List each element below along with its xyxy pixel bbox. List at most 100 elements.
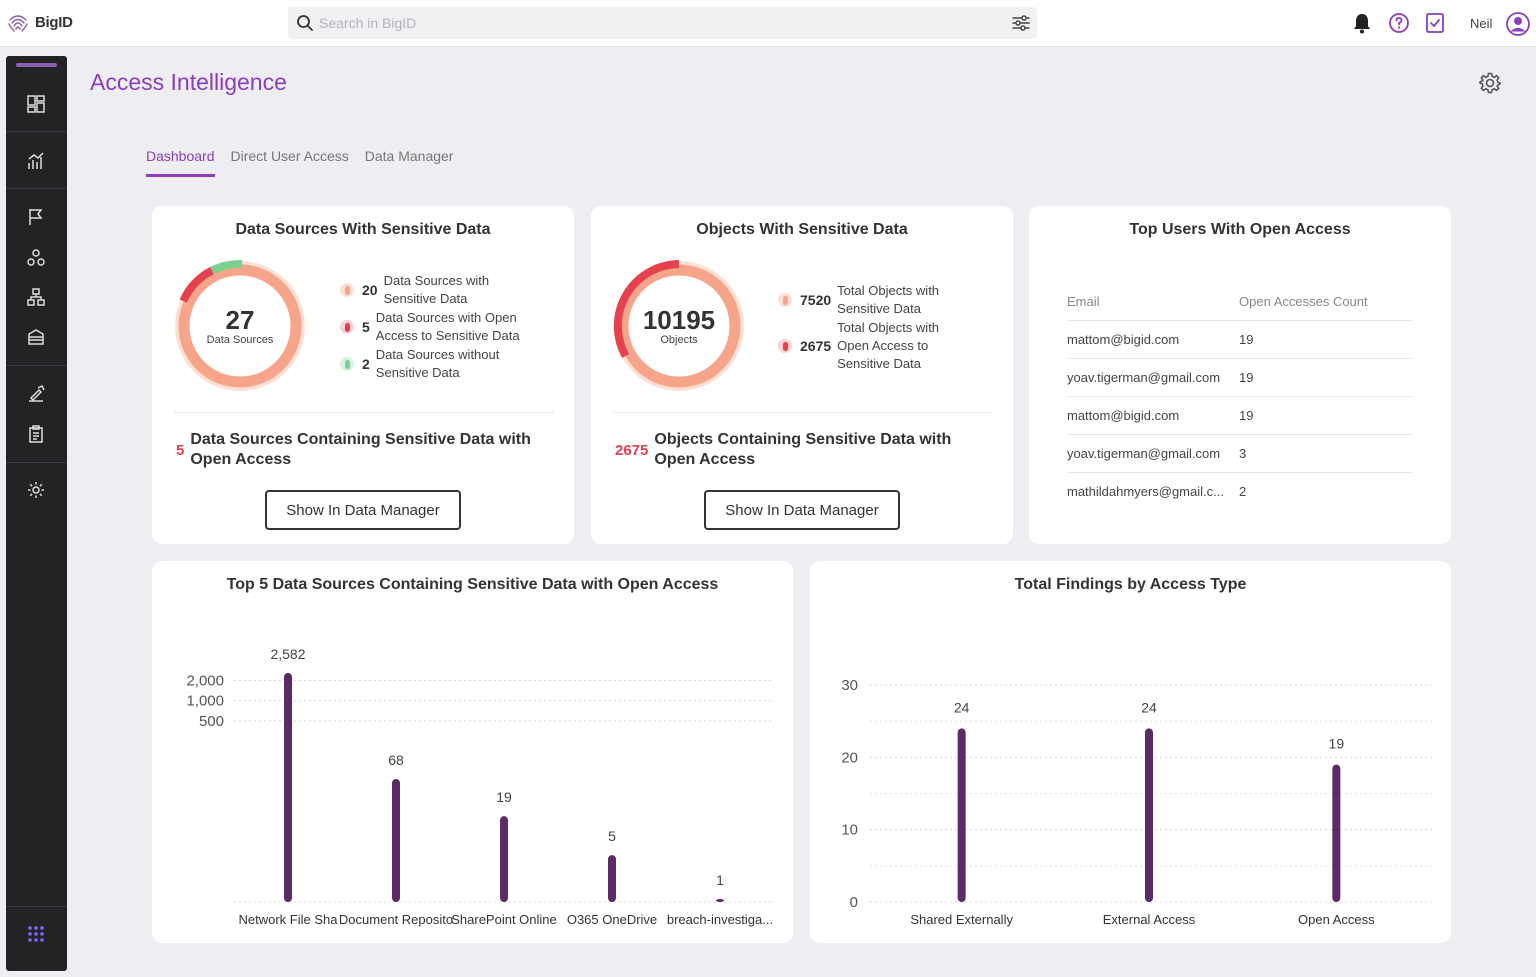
settings-icon [28, 482, 44, 498]
dashboard-icon [27, 95, 45, 113]
card-title: Objects With Sensitive Data [696, 221, 908, 238]
summary-value: 2675 [615, 441, 649, 459]
y-tick-label: 0 [850, 894, 858, 911]
fingerprint-logo-icon [8, 15, 28, 32]
objects-donut: 10195 Objects [611, 258, 747, 394]
show-in-data-manager-button[interactable]: Show In Data Manager [704, 490, 900, 530]
chart-title: Top 5 Data Sources Containing Sensitive … [226, 576, 719, 593]
top-users-card: Top Users With Open Access Email Open Ac… [1029, 206, 1451, 544]
findings-chart-card: Total Findings by Access Type 0 10 20 30 24 S… [810, 561, 1451, 943]
bar [392, 779, 400, 902]
y-tick-label: 500 [199, 713, 224, 730]
legend-swatch [340, 357, 354, 371]
x-tick-label: breach-investiga... [667, 912, 773, 927]
y-tick-label: 10 [841, 822, 858, 839]
y-tick-label: 20 [841, 749, 858, 766]
legend-swatch [778, 339, 792, 353]
bar [500, 816, 508, 902]
tab-direct-user-access[interactable]: Direct User Access [230, 148, 349, 164]
data-label: 68 [388, 752, 404, 768]
data-label: 19 [1329, 736, 1345, 752]
column-header-count[interactable]: Open Accesses Count [1239, 284, 1413, 321]
count-cell: 19 [1239, 320, 1413, 359]
sidebar-settings[interactable] [24, 478, 48, 502]
hierarchy-icon [27, 288, 45, 306]
open-access-segment [179, 267, 214, 303]
data-label: 19 [496, 789, 512, 805]
table-row[interactable]: mathildahmyers@gmail.c... 2 [1067, 472, 1413, 510]
tasks-icon[interactable] [1423, 11, 1447, 35]
clusters-icon [27, 249, 45, 266]
column-header-email[interactable]: Email [1067, 284, 1239, 321]
clipboard-icon [29, 425, 43, 443]
legend-swatch [340, 320, 354, 334]
legend-item: 7520 Total Objects with Sensitive Data [778, 282, 978, 318]
sidebar-findings[interactable] [24, 205, 48, 229]
email-cell: mattom@bigid.com [1067, 320, 1239, 359]
table-row[interactable]: mattom@bigid.com 19 [1067, 396, 1413, 435]
x-tick-label: Network File Sha [239, 912, 339, 927]
tab-data-manager[interactable]: Data Manager [364, 148, 454, 164]
table-row[interactable]: yoav.tigerman@gmail.com 3 [1067, 434, 1413, 473]
help-icon[interactable] [1387, 11, 1411, 35]
bar [1145, 728, 1153, 902]
bigid-logo[interactable]: BigID [6, 10, 73, 34]
table-row[interactable]: mattom@bigid.com 19 [1067, 320, 1413, 359]
sidebar-remediation[interactable] [24, 382, 48, 406]
user-avatar-icon[interactable] [1505, 11, 1531, 37]
bell-icon[interactable] [1350, 11, 1374, 35]
x-tick-label: SharePoint Online [451, 912, 557, 927]
x-tick-label: Shared Externally [910, 912, 1013, 927]
top-bar: BigID Neil [0, 0, 1536, 47]
user-name[interactable]: Neil [1470, 16, 1493, 31]
show-in-data-manager-button[interactable]: Show In Data Manager [265, 490, 461, 530]
donut-total-label: Objects [660, 334, 698, 346]
objects-card: Objects With Sensitive Data 10195 Object… [591, 206, 1013, 544]
legend-swatch [340, 283, 354, 297]
legend-swatch [778, 293, 792, 307]
email-cell: mattom@bigid.com [1067, 396, 1239, 435]
donut-total: 27 [225, 305, 255, 335]
search-input[interactable] [319, 7, 999, 39]
reports-icon [28, 152, 44, 169]
legend-item: 2675 Total Objects with Open Access to S… [778, 319, 978, 373]
bar [716, 899, 724, 902]
data-sources-donut: 27 Data Sources [172, 258, 308, 394]
sidebar-apps[interactable] [24, 922, 48, 946]
donut-chart [175, 259, 305, 391]
sidebar-accent [16, 63, 57, 67]
sidebar-clusters[interactable] [24, 246, 48, 270]
card-title: Top Users With Open Access [1129, 221, 1351, 238]
x-tick-label: Open Access [1298, 912, 1375, 927]
tab-bar: Dashboard Direct User Access Data Manage… [146, 148, 453, 177]
table-header-row: Email Open Accesses Count [1067, 284, 1413, 321]
top-sources-chart-card: Top 5 Data Sources Containing Sensitive … [152, 561, 793, 943]
global-search[interactable] [288, 7, 1037, 39]
sidebar-reports[interactable] [24, 149, 48, 173]
top-sources-bar-chart: 500 1,000 2,000 2,582 Network File Sha 68 Docu… [186, 646, 774, 927]
email-cell: mathildahmyers@gmail.c... [1067, 483, 1224, 499]
data-label: 5 [608, 828, 616, 844]
brand-name: BigID [35, 13, 73, 31]
remediation-icon [29, 384, 45, 402]
table-row[interactable]: yoav.tigerman@gmail.com 19 [1067, 358, 1413, 397]
donut-total: 10195 [642, 305, 716, 335]
sidebar-audit[interactable] [24, 422, 48, 446]
count-cell: 2 [1239, 483, 1247, 499]
x-tick-label: External Access [1103, 912, 1196, 927]
no-sensitive-segment [210, 259, 243, 275]
summary-text: Data Sources Containing Sensitive Data w… [190, 431, 531, 468]
page-settings-icon[interactable] [1478, 71, 1502, 95]
sidebar-dashboard[interactable] [24, 92, 48, 116]
email-cell: yoav.tigerman@gmail.com [1067, 358, 1239, 397]
donut-total-label: Data Sources [206, 334, 274, 346]
open-access-segment [613, 260, 680, 358]
bar [608, 855, 616, 902]
tab-dashboard[interactable]: Dashboard [146, 148, 215, 177]
top-users-table: Email Open Accesses Count mattom@bigid.c… [1067, 284, 1413, 510]
sidebar-hierarchy[interactable] [24, 285, 48, 309]
bar [1332, 764, 1341, 902]
filter-sliders-icon[interactable] [1011, 13, 1031, 33]
bar [284, 673, 292, 902]
sidebar-catalog[interactable] [24, 325, 48, 349]
